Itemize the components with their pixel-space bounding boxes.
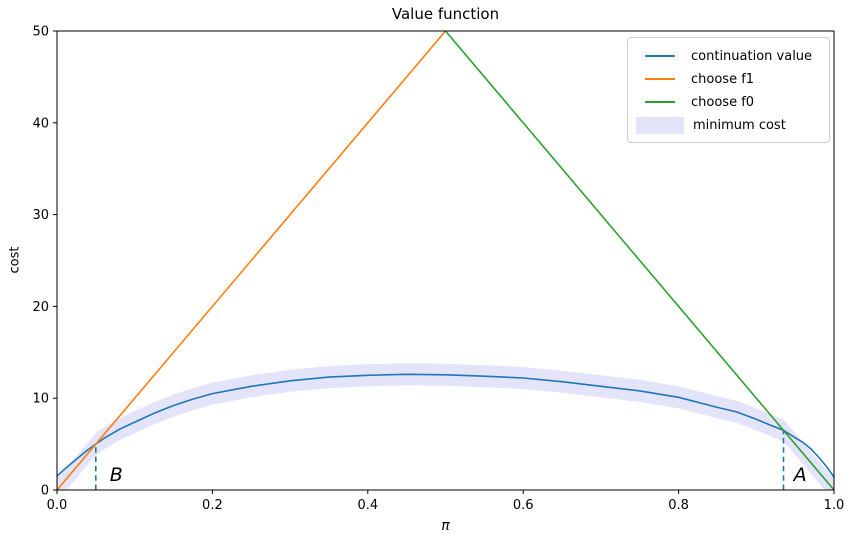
y-tick-label: 20 [32, 300, 49, 315]
plot-border [56, 30, 835, 491]
x-tick-label: 0.2 [202, 498, 223, 513]
annotation-label-B: B [110, 464, 123, 486]
x-tick-label: 0.0 [47, 498, 68, 513]
legend-label: choose f0 [691, 94, 755, 110]
annotation-label-A: A [792, 464, 807, 486]
legend-label: continuation value [691, 48, 813, 64]
legend-item-continuation-value: continuation value [634, 45, 825, 67]
minimum-cost-band [57, 363, 834, 490]
y-tick-label: 30 [32, 208, 49, 223]
legend-line-swatch-blue [645, 55, 675, 57]
legend-item-choose-f1: choose f1 [634, 68, 825, 90]
y-tick-label: 0 [41, 484, 49, 499]
x-tick-label: 0.4 [357, 498, 378, 513]
legend-item-minimum-cost: minimum cost [634, 114, 825, 136]
y-tick-label: 10 [32, 392, 49, 407]
x-tick-label: 0.6 [513, 498, 534, 513]
series-continuation-value [57, 373, 834, 478]
series-choose-f1 [57, 31, 447, 490]
x-tick-label: 1.0 [824, 498, 845, 513]
y-axis-label: cost [7, 246, 23, 274]
legend-line-swatch-green [645, 101, 675, 103]
series-choose-f0 [444, 31, 834, 490]
legend-label: minimum cost [693, 117, 786, 133]
legend-line-swatch-orange [645, 78, 675, 80]
legend-patch-swatch-lavender [636, 116, 684, 134]
chart-title: Value function [391, 5, 500, 23]
x-axis-label: π [441, 518, 450, 534]
legend: continuation value choose f1 choose f0 m… [627, 37, 830, 143]
y-tick-label: 50 [32, 25, 49, 40]
legend-item-choose-f0: choose f0 [634, 91, 825, 113]
legend-label: choose f1 [691, 71, 755, 87]
x-tick-label: 0.8 [668, 498, 689, 513]
y-tick-label: 40 [32, 116, 49, 131]
